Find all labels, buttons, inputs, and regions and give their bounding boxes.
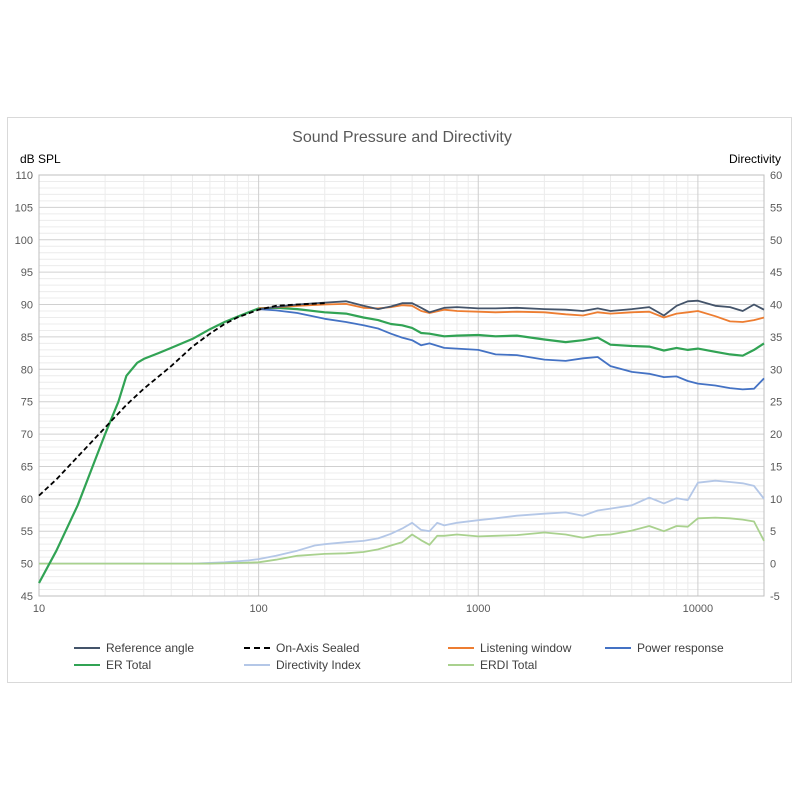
y2-tick-label: 10 <box>770 494 782 506</box>
y-tick-label: 45 <box>21 591 33 603</box>
series-line-power-response <box>258 308 765 391</box>
legend-item: Power response <box>605 641 724 655</box>
legend-swatch <box>448 647 474 649</box>
legend-swatch <box>605 647 631 649</box>
y-tick-label: 80 <box>21 364 33 376</box>
series-line-erdi-total <box>39 516 765 565</box>
legend-swatch <box>74 647 100 649</box>
y2-tick-label: -5 <box>770 591 780 603</box>
legend-swatch <box>74 664 100 666</box>
y2-tick-label: 50 <box>770 235 782 247</box>
y2-tick-label: 25 <box>770 397 782 409</box>
legend-label: On-Axis Sealed <box>276 641 360 655</box>
series-line-reference-angle <box>258 299 765 317</box>
legend-swatch <box>244 664 270 666</box>
legend-label: Power response <box>637 641 724 655</box>
legend-label: ER Total <box>106 658 152 672</box>
y2-tick-label: 5 <box>770 526 776 538</box>
y2-tick-label: 35 <box>770 332 782 344</box>
y-tick-label: 65 <box>21 461 33 473</box>
legend-label: Reference angle <box>106 641 195 655</box>
plot-border <box>38 174 765 597</box>
y-tick-label: 75 <box>21 397 33 409</box>
y-tick-label: 55 <box>21 526 33 538</box>
legend-swatch <box>244 647 270 649</box>
y-tick-label: 110 <box>15 170 33 182</box>
legend-item: On-Axis Sealed <box>244 641 359 655</box>
legend-label: Directivity Index <box>276 658 361 672</box>
y2-tick-label: 60 <box>770 170 782 182</box>
y-tick-label: 105 <box>15 202 33 214</box>
legend-item: Directivity Index <box>244 658 361 672</box>
x-tick-label: 10000 <box>683 603 714 615</box>
legend-item: Listening window <box>448 641 571 655</box>
series-line-on-axis-sealed <box>38 302 325 497</box>
y2-tick-label: 40 <box>770 300 782 312</box>
series-lines <box>38 299 765 584</box>
y2-axis-label: Directivity <box>729 152 781 166</box>
legend-swatch <box>448 664 474 666</box>
y-tick-label: 70 <box>21 429 33 441</box>
x-tick-label: 10 <box>33 603 45 615</box>
y2-tick-label: 55 <box>770 202 782 214</box>
x-tick-label: 1000 <box>466 603 490 615</box>
y-tick-label: 90 <box>21 300 33 312</box>
chart-frame: 45 50 55 60 65 70 75 80 85 90 95 100 105 110 -5 0 5 10 15 2… <box>7 117 792 683</box>
series-line-directivity-index <box>39 479 765 565</box>
y2-tick-label: 45 <box>770 267 782 279</box>
axes: 45 50 55 60 65 70 75 80 85 90 95 100 105 110 -5 0 5 10 15 2… <box>15 170 783 615</box>
series-line-er-total <box>38 306 765 584</box>
y-tick-label: 60 <box>21 494 33 506</box>
y2-tick-label: 0 <box>770 559 776 571</box>
legend-item: ER Total <box>74 658 151 672</box>
chart-title: Sound Pressure and Directivity <box>292 129 512 146</box>
y-tick-label: 100 <box>15 235 33 247</box>
y-tick-label: 50 <box>21 559 33 571</box>
legend-item: Reference angle <box>74 641 194 655</box>
y-axis-label: dB SPL <box>20 152 61 166</box>
legend-label: Listening window <box>480 641 572 655</box>
y2-tick-label: 30 <box>770 364 782 376</box>
y2-tick-label: 15 <box>770 461 782 473</box>
y-tick-label: 85 <box>21 332 33 344</box>
x-tick-label: 100 <box>249 603 267 615</box>
y2-tick-label: 20 <box>770 429 782 441</box>
legend-item: ERDI Total <box>448 658 537 672</box>
y-tick-label: 95 <box>21 267 33 279</box>
legend-label: ERDI Total <box>480 658 538 672</box>
chart-svg: 45 50 55 60 65 70 75 80 85 90 95 100 105 110 -5 0 5 10 15 2… <box>15 129 783 615</box>
